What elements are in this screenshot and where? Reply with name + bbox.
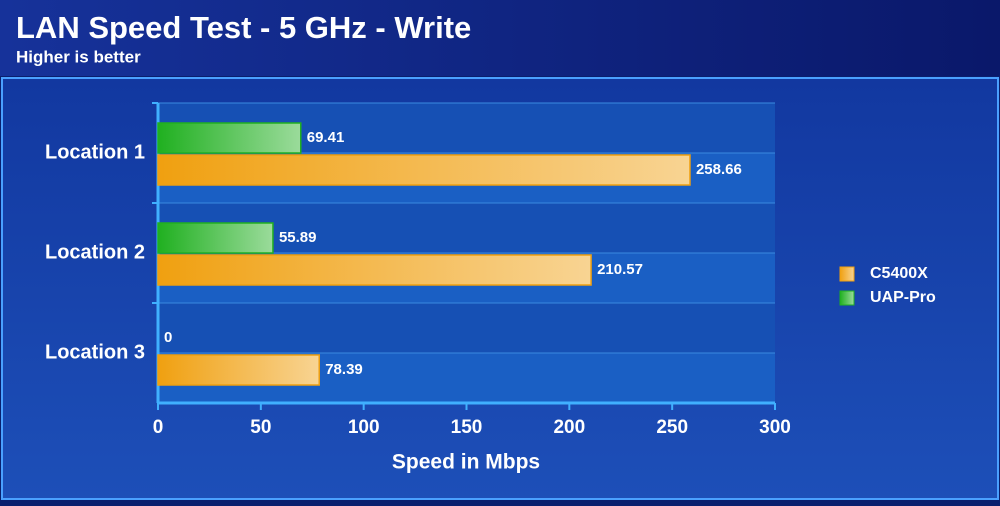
x-tick-label: 0: [153, 417, 164, 438]
bar: [157, 254, 592, 286]
legend-swatch: [839, 290, 855, 306]
legend-swatch: [839, 266, 855, 282]
value-label: 78.39: [325, 361, 363, 378]
value-label: 55.89: [279, 229, 317, 246]
value-label: 258.66: [696, 161, 742, 178]
legend-label: C5400X: [870, 265, 928, 282]
x-tick-label: 200: [553, 417, 585, 438]
y-tick-label: Location 2: [45, 241, 145, 263]
x-axis-label: Speed in Mbps: [392, 451, 540, 474]
chart-title: LAN Speed Test - 5 GHz - Write: [16, 10, 471, 45]
x-tick-label: 250: [656, 417, 688, 438]
value-label: 69.41: [307, 129, 345, 146]
bar: [157, 354, 320, 386]
x-tick-label: 100: [348, 417, 380, 438]
y-tick-label: Location 1: [45, 141, 145, 163]
x-tick-label: 50: [250, 417, 271, 438]
chart-subtitle: Higher is better: [16, 47, 141, 66]
x-tick-label: 300: [759, 417, 791, 438]
legend-label: UAP-Pro: [870, 289, 936, 306]
bar: [157, 122, 302, 154]
bar: [157, 222, 274, 254]
bar: [157, 154, 691, 186]
value-label: 0: [164, 329, 172, 346]
value-label: 210.57: [597, 261, 643, 278]
x-tick-label: 150: [451, 417, 483, 438]
header-band: [0, 0, 1000, 76]
y-tick-label: Location 3: [45, 341, 145, 363]
